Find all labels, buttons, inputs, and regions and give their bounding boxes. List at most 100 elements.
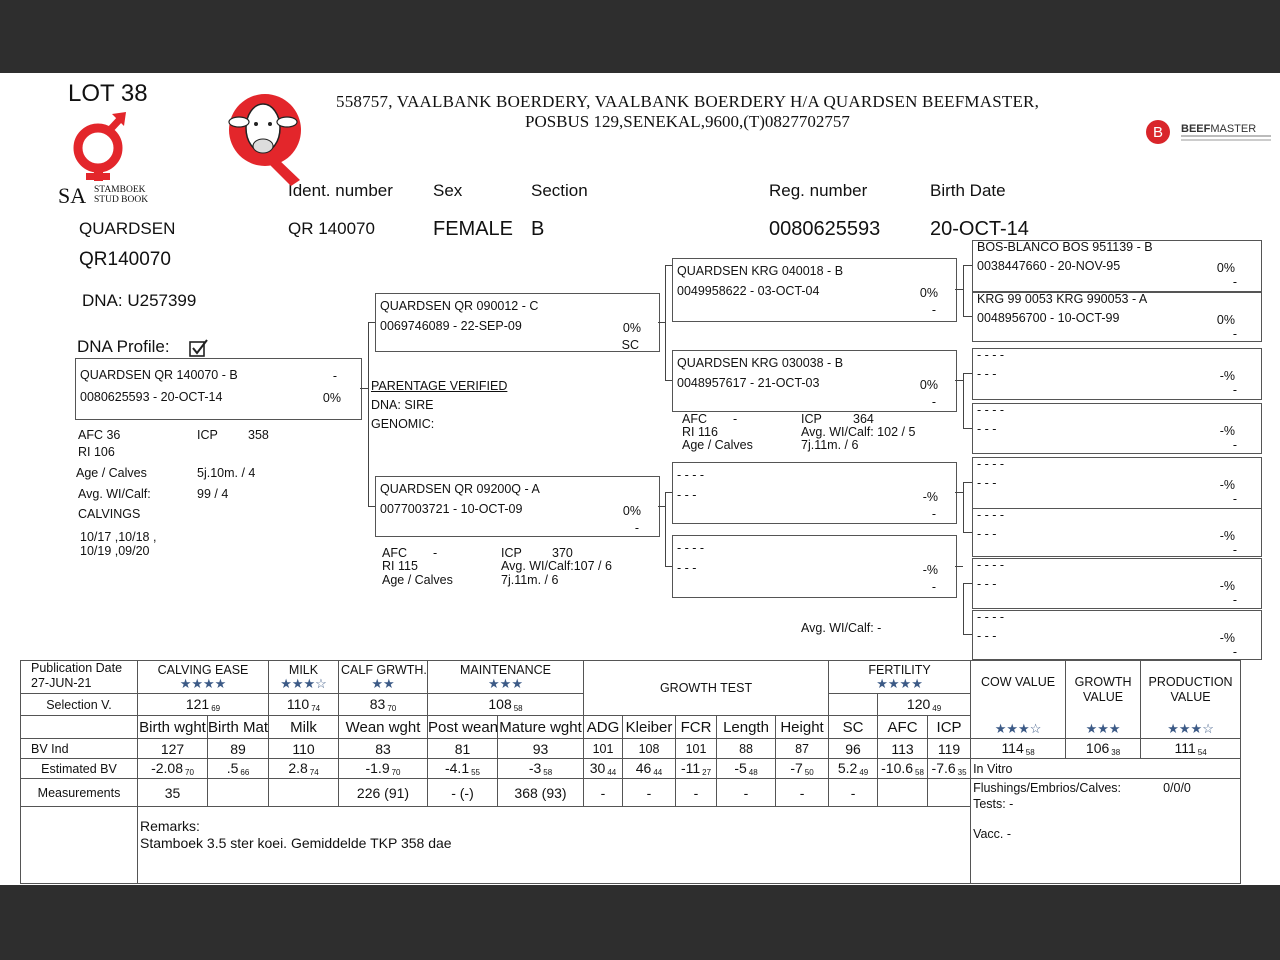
group-stars: ★★★★	[876, 676, 923, 691]
pedigree-connector	[665, 265, 672, 266]
pedigree-connector	[368, 322, 375, 323]
animal-wi: 99 / 4	[197, 487, 229, 501]
value-header-1: GROWTH VALUE ★★★	[1065, 660, 1142, 739]
svg-text:B: B	[1153, 124, 1163, 141]
pedigree-reg: 0049958622 - 03-OCT-04	[677, 284, 820, 298]
pedigree-connector	[963, 316, 972, 317]
column-header: ADG	[583, 715, 624, 739]
pedigree-connector	[955, 380, 963, 381]
pedigree-name: KRG 99 0053 KRG 990053 - A	[977, 292, 1148, 306]
estimated-bv-value: -7.6	[931, 760, 956, 776]
column-header: FCR	[675, 715, 718, 739]
tests: Tests: -	[973, 797, 1014, 811]
column-header: Post wean	[427, 715, 498, 739]
animal-afc: AFC 36	[78, 428, 121, 442]
column-header: Birth wght	[137, 715, 208, 739]
dam-icp-label: ICP	[501, 546, 522, 560]
measurement-value	[927, 778, 972, 807]
section-label: Section	[531, 181, 588, 200]
estimated-bv-value: -5	[734, 760, 747, 776]
column-header: Milk	[268, 715, 339, 739]
stud-book-line2: STUD BOOK	[94, 195, 149, 205]
column-header: Length	[716, 715, 777, 739]
pedigree-pct: -%	[1219, 631, 1235, 645]
bv-ind-value: 127	[137, 738, 208, 759]
group-stars: ★★★☆	[280, 676, 327, 691]
group-stars: ★★★	[488, 676, 523, 691]
selection-value: 120	[906, 696, 931, 712]
group-header-4: GROWTH TEST	[583, 660, 830, 716]
bv-ind-value: 113	[877, 738, 929, 759]
selection-value: 108	[488, 696, 512, 712]
animal-name-code: QR140070	[79, 249, 171, 270]
value-index-value: 114	[1001, 740, 1024, 756]
stud-book-text: STAMBOEK STUD BOOK	[94, 185, 148, 205]
pedigree-box-sss: BOS-BLANCO BOS 951139 - B 0038447660 - 20…	[972, 240, 1262, 292]
dna-number: DNA: U257399	[82, 291, 197, 310]
flushings-value: 0/0/0	[1163, 781, 1191, 795]
pedigree-extra: -	[1232, 383, 1237, 397]
reg-value: 0080625593	[769, 218, 881, 240]
in-vitro-label: In Vitro	[970, 758, 1242, 779]
pedigree-extra: -	[634, 521, 639, 535]
pedigree-connector	[955, 289, 963, 290]
measurement-value: 368 (93)	[496, 778, 585, 807]
pedigree-pct: -%	[1219, 369, 1235, 383]
animal-icp-label: ICP	[197, 428, 218, 442]
breeding-values-table: Publication Date 27-JUN-21 CALVING EASE ★★★…	[20, 660, 1242, 884]
bv-ind-value: 101	[675, 738, 718, 759]
pedigree-name: QUARDSEN QR 090012 - C	[380, 299, 539, 313]
estimated-bv-value: -2.08	[151, 760, 183, 776]
group-header-3: MAINTENANCE ★★★	[426, 660, 585, 694]
dna-profile-checkbox	[189, 339, 209, 362]
estimated-bv-value: 46	[635, 760, 652, 776]
column-header: Wean wght	[338, 715, 428, 739]
pedigree-extra: -	[1232, 438, 1237, 452]
pedigree-extra: -	[1232, 645, 1237, 659]
estimated-bv-sub: 55	[471, 768, 481, 777]
pedigree-name: QUARDSEN QR 09200Q - A	[380, 482, 540, 496]
birth-value: 20-OCT-14	[930, 218, 1029, 240]
animal-ri: RI 106	[78, 445, 115, 459]
pedigree-extra: -	[1232, 327, 1237, 341]
estimated-bv-sub: 44	[607, 768, 617, 777]
value-header-2: PRODUCTION VALUE ★★★☆	[1140, 660, 1242, 739]
pedigree-extra: -	[931, 303, 936, 317]
value-label: COW VALUE	[981, 675, 1056, 689]
selection-sub: 74	[311, 704, 321, 713]
breeder-address-line1: 558757, VAALBANK BOERDERY, VAALBANK BOER…	[336, 92, 1040, 111]
pedigree-connector	[955, 492, 963, 493]
pedigree-name: QUARDSEN QR 140070 - B	[80, 368, 238, 382]
pedigree-pct: 0%	[622, 321, 641, 335]
value-index-sub: 54	[1197, 748, 1207, 757]
pedigree-reg: - - -	[977, 577, 997, 591]
pedigree-extra: -	[931, 580, 936, 594]
pedigree-connector	[963, 373, 964, 429]
selection-sub: 58	[513, 704, 523, 713]
pedigree-box-ssd: KRG 99 0053 KRG 990053 - A 0048956700 - 1…	[972, 292, 1262, 342]
estimated-bv-sub: 44	[653, 768, 663, 777]
bv-ind-value: 83	[338, 738, 428, 759]
pedigree-pct: -%	[922, 490, 938, 504]
value-header-0: COW VALUE ★★★☆	[970, 660, 1067, 739]
bv-ind-value: 108	[622, 738, 677, 759]
pedigree-connector	[963, 428, 972, 429]
measurement-value: -	[622, 778, 677, 807]
animal-prefix: QUARDSEN	[79, 219, 176, 238]
pedigree-connector	[658, 506, 665, 507]
parentage-dna: DNA: SIRE	[371, 398, 434, 412]
pedigree-pct: -%	[1219, 478, 1235, 492]
estimated-bv-value: -3	[528, 760, 542, 776]
pedigree-connector	[963, 583, 972, 584]
pedigree-reg: - - -	[677, 561, 697, 575]
sex-value: FEMALE	[433, 218, 514, 240]
pedigree-name: - - - -	[977, 558, 1005, 572]
selection-value: 121	[185, 696, 210, 712]
pedigree-connector	[368, 322, 369, 507]
pedigree-box-sire: QUARDSEN QR 090012 - C 0069746089 - 22-SE…	[375, 293, 660, 352]
pedigree-connector	[963, 532, 972, 533]
pedigree-extra: -	[1232, 492, 1237, 506]
pedigree-pct: 0%	[622, 504, 641, 518]
pedigree-name: QUARDSEN KRG 030038 - B	[677, 356, 844, 370]
pedigree-pct: 0%	[919, 378, 938, 392]
